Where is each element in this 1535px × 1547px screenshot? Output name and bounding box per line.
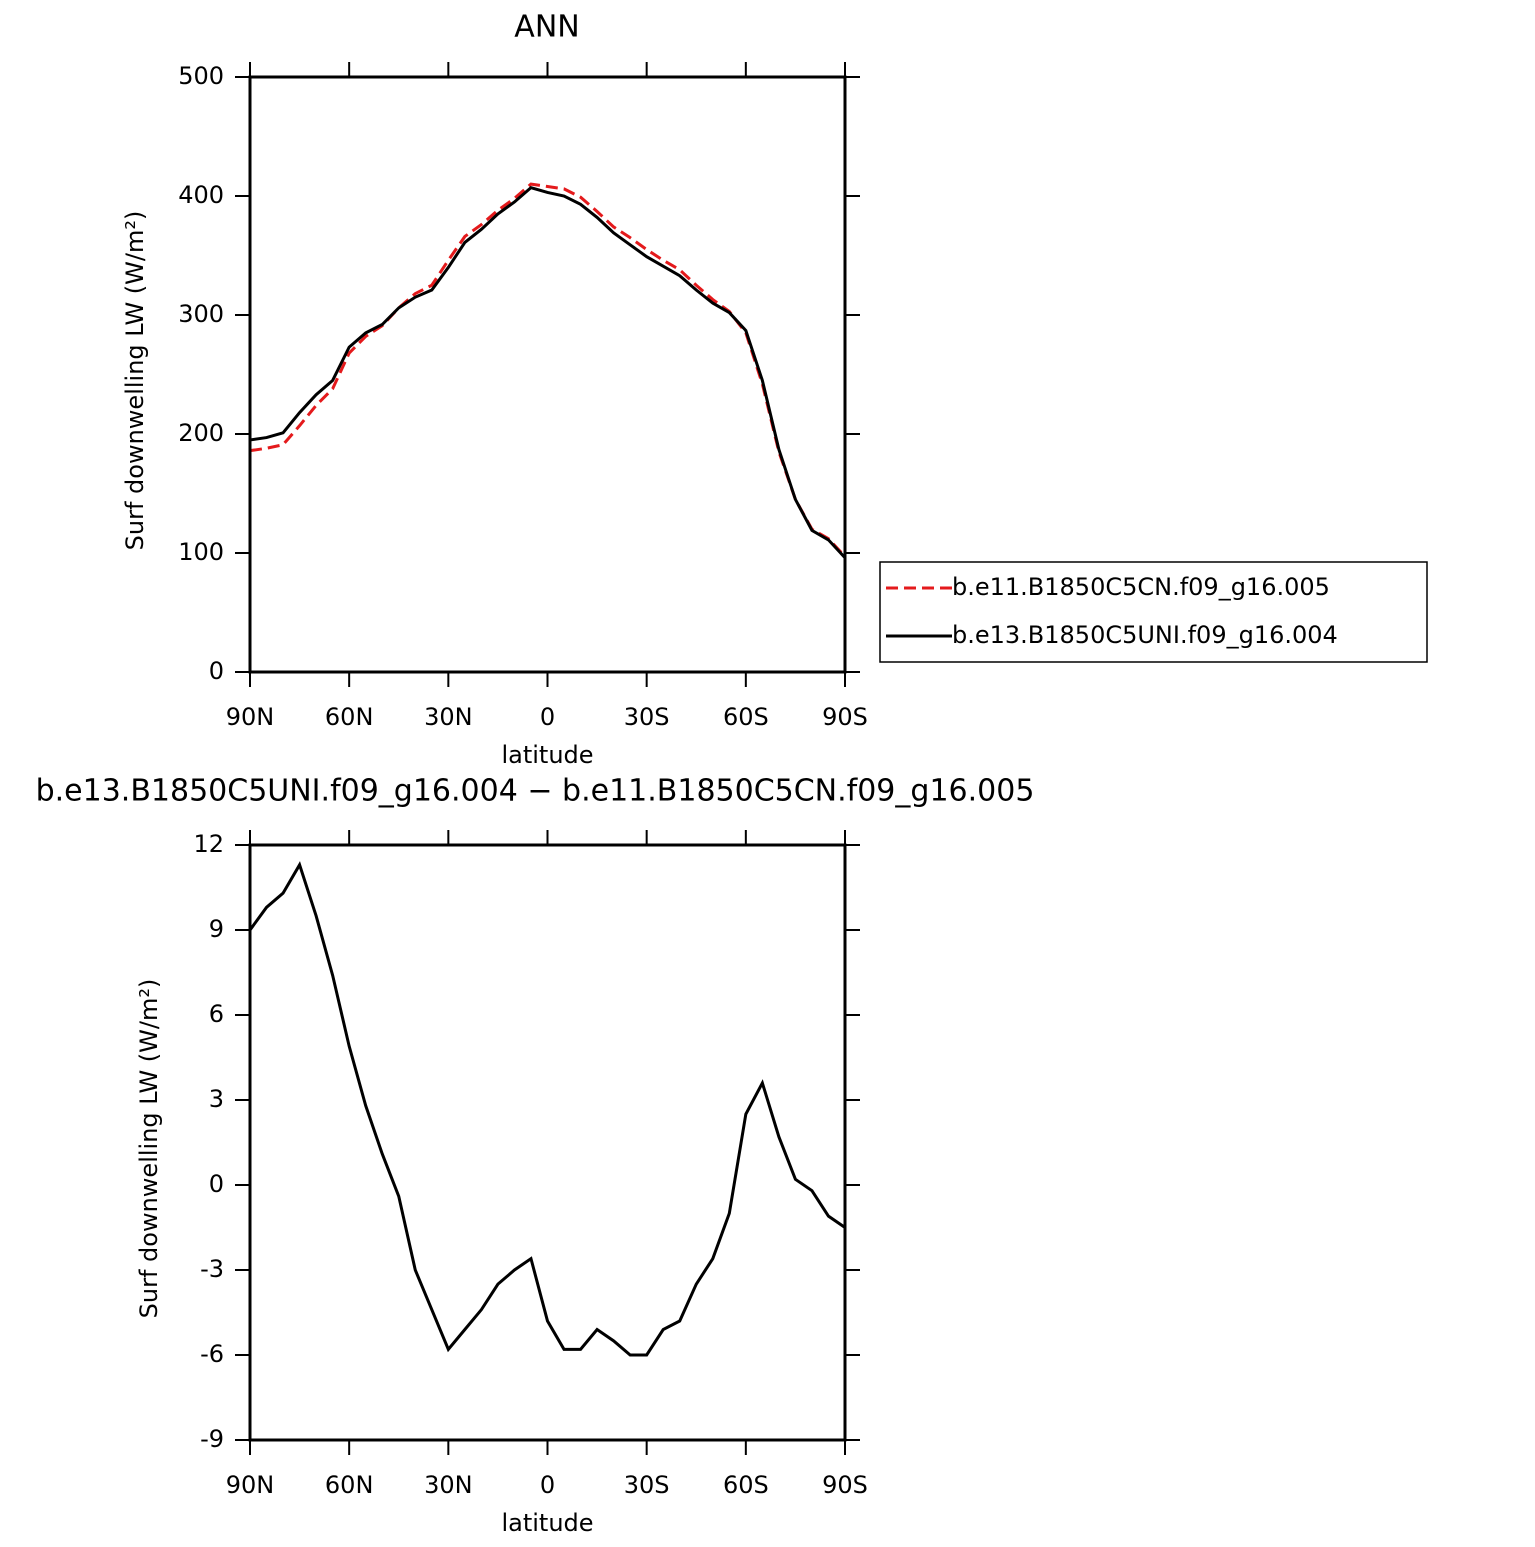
legend-box [879,561,1428,663]
plot-frame [248,75,847,674]
x-tick-label: 60N [325,1471,374,1499]
y-tick-label: -6 [200,1340,224,1368]
y-tick-label: 500 [178,62,224,90]
y-tick-label: 6 [209,1000,224,1028]
x-tick-label: 30N [424,1471,473,1499]
y-tick-label: 100 [178,538,224,566]
plot-frame [248,843,847,1442]
y-axis-label: Surf downwelling LW (W/m²) [135,979,163,1319]
y-axis-label: Surf downwelling LW (W/m²) [121,211,149,551]
y-tick-label: 12 [193,830,224,858]
x-tick-label: 30S [624,1471,670,1499]
chart-title: b.e13.B1850C5UNI.f09_g16.004 − b.e11.B18… [36,774,1035,809]
x-tick-label: 90N [226,703,275,731]
y-tick-label: 3 [209,1085,224,1113]
x-tick-label: 60N [325,703,374,731]
y-tick-label: -9 [200,1425,224,1453]
x-tick-label: 60S [723,1471,769,1499]
data-line [248,861,846,1357]
x-tick-label: 30S [624,703,670,731]
x-tick-label: 30N [424,703,473,731]
y-tick-label: 200 [178,419,224,447]
x-tick-label: 90S [822,703,868,731]
x-tick-label: 90S [822,1471,868,1499]
y-tick-label: -3 [200,1255,224,1283]
x-axis-label: latitude [501,1509,593,1537]
x-tick-label: 0 [540,1471,555,1499]
y-tick-label: 300 [178,300,224,328]
y-tick-label: 0 [209,1170,224,1198]
y-tick-label: 0 [209,657,224,685]
x-axis-label: latitude [501,741,593,769]
legend-label: b.e11.B1850C5CN.f09_g16.005 [952,573,1330,601]
chart-title: ANN [514,10,579,45]
x-tick-label: 60S [723,703,769,731]
legend-label: b.e13.B1850C5UNI.f09_g16.004 [952,621,1338,649]
x-tick-label: 0 [540,703,555,731]
y-tick-label: 9 [209,915,224,943]
y-tick-label: 400 [178,181,224,209]
x-tick-label: 90N [226,1471,275,1499]
data-line [249,186,847,559]
